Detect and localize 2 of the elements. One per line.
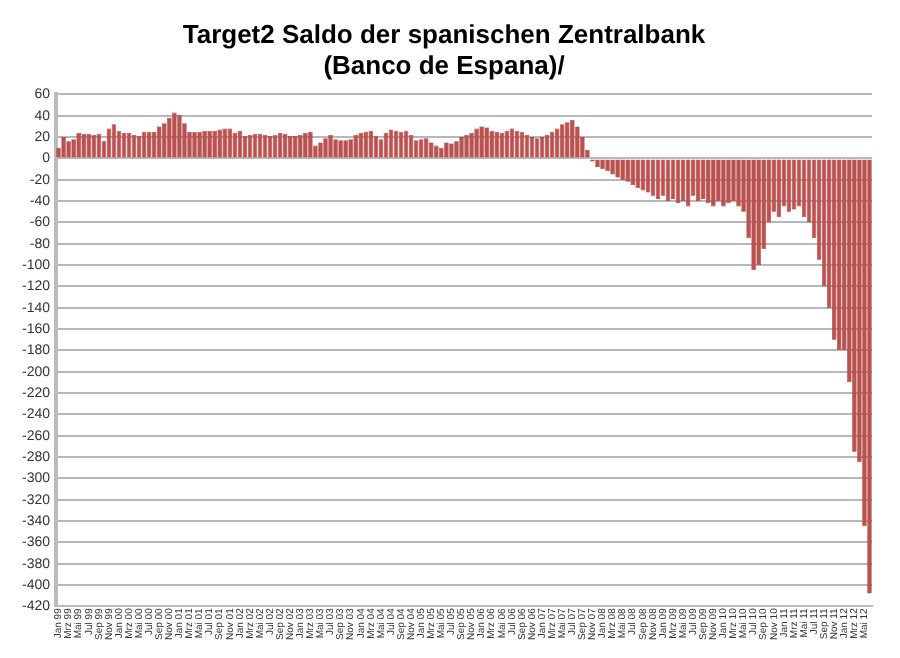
text: (Banco de Espana)/: [323, 49, 565, 80]
text: Target2 Saldo der spanischen Zentralbank: [182, 18, 706, 49]
